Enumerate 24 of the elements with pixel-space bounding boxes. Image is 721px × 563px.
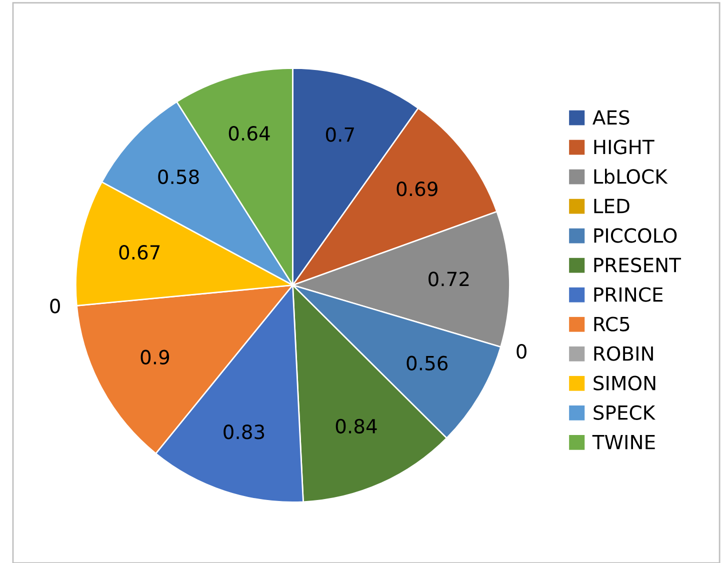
legend-label: TWINE [592, 435, 655, 450]
legend-label: SPECK [594, 405, 656, 420]
legend-label: LED [594, 198, 630, 214]
data-label: 0.56 [406, 356, 448, 371]
text: 0 [50, 298, 60, 314]
data-label: 0.64 [228, 126, 270, 141]
legend-label: RC5 [594, 316, 630, 332]
data-label: 0.69 [396, 182, 438, 196]
legend-label: AES [592, 110, 630, 125]
data-label: 0.72 [428, 272, 469, 286]
legend-label: PICCOLO [594, 228, 677, 243]
legend-label: SIMON [594, 376, 656, 390]
data-label: 0.58 [158, 169, 199, 184]
data-label: 0.84 [336, 418, 377, 434]
legend-label: ROBIN [594, 346, 653, 361]
data-label: 0.83 [224, 424, 264, 440]
legend-label: PRINCE [594, 287, 663, 302]
data-label: 0.7 [326, 127, 354, 142]
data-label: 0.67 [119, 244, 160, 260]
legend-label: HIGHT [594, 140, 654, 154]
legend-label: LbLOCK [594, 168, 668, 184]
text: 0 [516, 344, 526, 359]
legend-label: PRESENT [594, 258, 682, 272]
data-label: 0.9 [140, 350, 170, 365]
